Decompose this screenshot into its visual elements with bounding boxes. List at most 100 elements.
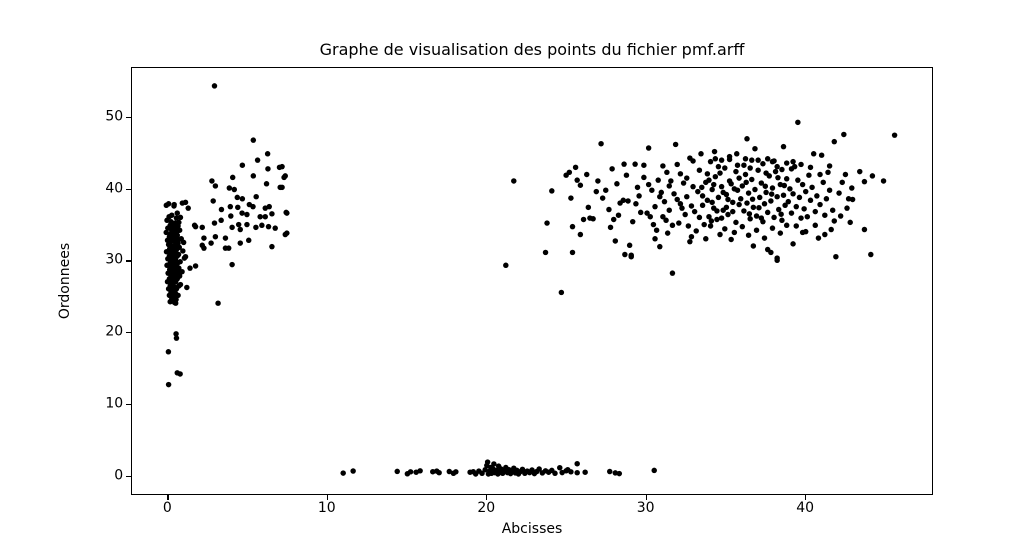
data-point (774, 175, 781, 181)
data-point (699, 202, 706, 209)
data-point (478, 470, 485, 477)
y-tick-mark (126, 188, 131, 190)
data-point (812, 222, 818, 229)
data-point (821, 212, 828, 219)
data-point (805, 172, 812, 179)
y-tick-mark (126, 404, 131, 406)
data-point (613, 181, 620, 187)
data-point (797, 162, 804, 168)
data-point (661, 199, 667, 205)
data-point (164, 279, 170, 285)
data-point (252, 224, 259, 231)
data-point (569, 249, 575, 256)
data-point (567, 469, 574, 475)
data-point (716, 232, 723, 238)
data-point (640, 174, 647, 181)
data-point (173, 331, 179, 337)
data-point (265, 224, 271, 230)
data-point (170, 278, 177, 284)
data-point (768, 191, 775, 198)
data-point (648, 187, 655, 194)
data-point (778, 217, 785, 224)
data-point (746, 211, 752, 217)
data-point (739, 183, 745, 189)
data-point (621, 161, 627, 168)
data-point (728, 181, 734, 187)
x-axis-label: Abcisses (501, 521, 563, 537)
data-point (612, 238, 618, 245)
data-point (829, 207, 836, 214)
data-point (747, 165, 753, 172)
data-point (755, 157, 761, 164)
data-point (790, 159, 796, 165)
data-point (542, 249, 548, 256)
data-point (674, 162, 680, 168)
data-point (446, 469, 452, 475)
data-point (192, 263, 199, 270)
data-point (771, 214, 777, 221)
data-point (720, 189, 726, 196)
data-point (750, 243, 756, 249)
data-point (569, 224, 575, 230)
data-point (686, 239, 693, 245)
data-point (693, 228, 699, 234)
data-point (645, 182, 652, 188)
data-point (610, 217, 617, 223)
data-point (226, 185, 232, 192)
data-point (742, 156, 748, 162)
data-point (208, 178, 215, 185)
data-point (490, 461, 497, 467)
data-point (177, 214, 183, 221)
data-point (173, 286, 179, 292)
data-point (691, 209, 698, 215)
data-point (861, 227, 867, 233)
data-point (222, 235, 228, 242)
data-point (272, 225, 278, 232)
data-point (837, 213, 844, 220)
data-point (713, 208, 720, 214)
data-point (778, 167, 785, 173)
data-point (742, 172, 748, 178)
data-point (745, 232, 752, 239)
data-point (436, 470, 442, 476)
y-tick-mark (126, 332, 131, 334)
y-tick-label: 20 (105, 323, 124, 340)
data-point (268, 211, 275, 217)
data-point (176, 271, 182, 278)
data-point (764, 156, 771, 162)
data-point (750, 204, 756, 211)
data-point (182, 254, 188, 260)
data-point (718, 215, 725, 222)
data-point (849, 197, 856, 203)
data-point (599, 195, 606, 202)
data-point (709, 187, 715, 193)
data-point (186, 265, 193, 272)
x-tick-mark (645, 495, 647, 500)
data-point (782, 202, 788, 209)
x-tick-mark (805, 495, 807, 500)
data-point (222, 245, 228, 252)
data-point (582, 469, 588, 476)
data-point (710, 182, 717, 188)
data-point (607, 224, 613, 231)
data-point (702, 236, 709, 242)
data-point (218, 217, 224, 224)
data-point (783, 176, 790, 182)
data-point (678, 205, 685, 212)
data-point (606, 469, 613, 475)
data-point (574, 470, 580, 476)
data-point (715, 194, 721, 201)
data-point (704, 197, 710, 204)
data-point (577, 182, 583, 189)
data-point (813, 193, 820, 199)
data-point (697, 151, 704, 157)
data-point (763, 170, 769, 177)
data-point (258, 222, 265, 229)
data-point (163, 249, 169, 255)
data-point (628, 254, 634, 260)
data-point (572, 164, 579, 171)
data-point (656, 194, 663, 200)
data-point (282, 173, 288, 179)
data-point (634, 184, 640, 191)
data-point (650, 222, 656, 228)
